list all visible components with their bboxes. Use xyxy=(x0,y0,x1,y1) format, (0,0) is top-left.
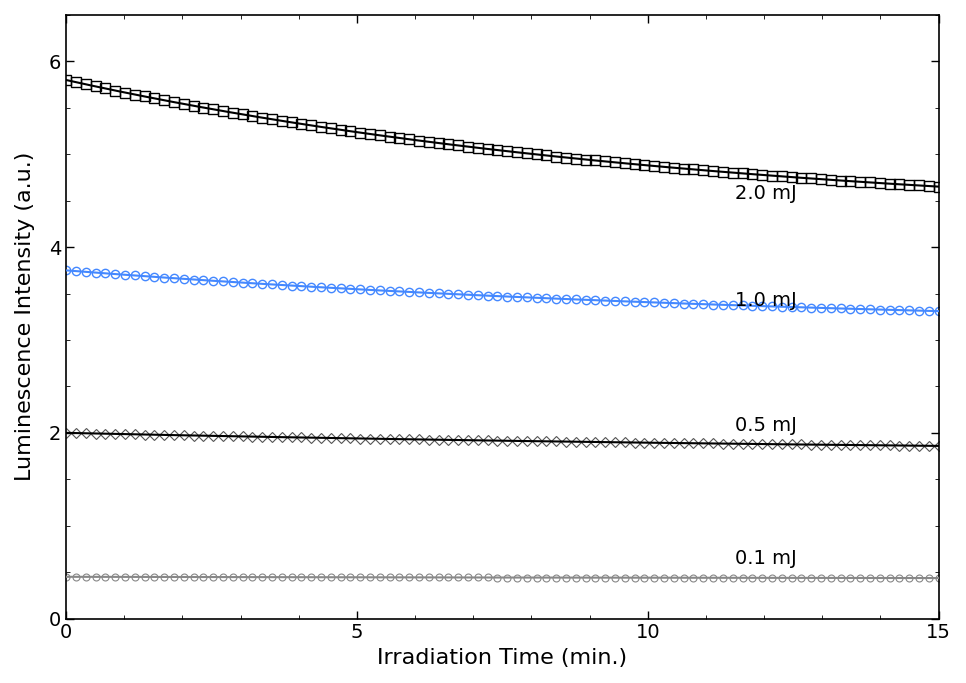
Y-axis label: Luminescence Intensity (a.u.): Luminescence Intensity (a.u.) xyxy=(15,152,35,482)
X-axis label: Irradiation Time (min.): Irradiation Time (min.) xyxy=(378,648,627,668)
Text: 0.5 mJ: 0.5 mJ xyxy=(735,416,797,435)
Text: 1.0 mJ: 1.0 mJ xyxy=(735,290,797,309)
Text: 2.0 mJ: 2.0 mJ xyxy=(735,184,797,203)
Text: 0.1 mJ: 0.1 mJ xyxy=(735,548,797,568)
